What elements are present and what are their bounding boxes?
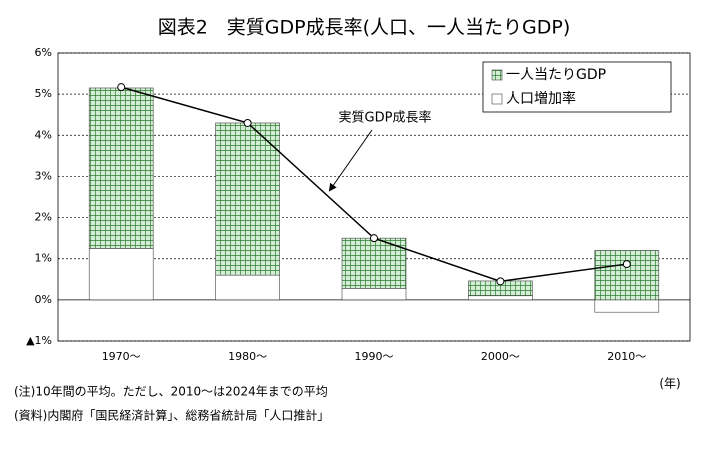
x-tick-label: 1990～ [355,350,394,363]
annotation-arrow [328,129,373,192]
line-marker [496,277,505,286]
bar [594,250,660,301]
bar [341,237,407,289]
note: (資料)内閣府「国民経済計算」、総務省統計局「人口推計」 [14,408,329,423]
bar [594,299,660,313]
x-tick-label: 2010～ [607,350,646,363]
line-marker [370,234,378,243]
y-tick-label: 6% [35,46,52,59]
line-annotation: 実質GDP成長率 [339,110,432,126]
line-marker [622,260,631,269]
line-marker [243,118,252,127]
legend-label: 一人当たりGDP [506,67,606,83]
line-marker [117,83,126,92]
x-tick-label: 1980～ [228,350,267,363]
y-tick-label: 1% [35,252,52,265]
bar [341,288,407,301]
bar [215,274,280,301]
legend-label: 人口増加率 [506,90,576,107]
x-unit: (年) [659,377,680,391]
y-tick-label: 4% [35,128,52,141]
bar [88,248,154,301]
legend-swatch [491,93,503,105]
bar [468,295,533,301]
legend-box [482,61,672,113]
legend-swatch [491,69,503,81]
y-tick-label: 5% [35,87,52,100]
x-tick-label: 2000～ [481,350,520,363]
x-tick-label: 1970～ [102,350,141,363]
note: (注)10年間の平均。ただし、2010～は2024年までの平均 [14,384,328,399]
y-tick-label: ▲1% [26,334,52,347]
plot-border [57,52,691,342]
y-tick-label: 3% [35,169,52,182]
bar [215,122,280,276]
y-tick-label: 0% [35,293,52,306]
y-tick-label: 2% [35,211,52,224]
chart-title: 図表2 実質GDP成長率(人口、一人当たりGDP) [158,17,571,39]
bar [88,87,154,249]
